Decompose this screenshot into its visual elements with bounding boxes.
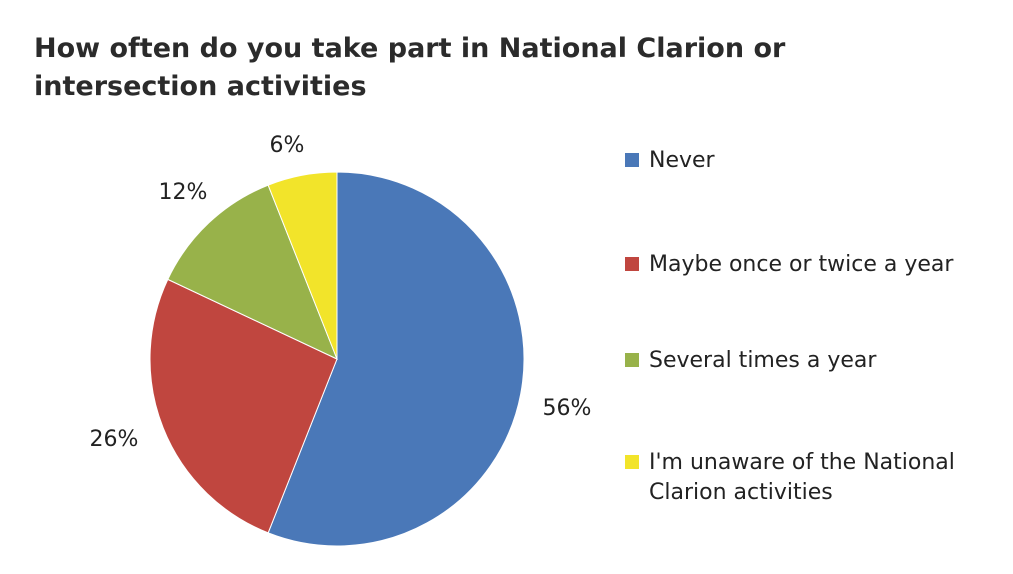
legend-label-once-or-twice: Maybe once or twice a year xyxy=(649,252,954,277)
legend-label-several-times: Several times a year xyxy=(649,348,877,373)
legend-item-never: Never xyxy=(625,146,1005,176)
pie-slice-once-or-twice xyxy=(149,278,338,534)
legend-swatch-never xyxy=(625,153,639,167)
legend-item-unaware: I'm unaware of the National Clarion acti… xyxy=(625,448,1005,508)
legend-label-never: Never xyxy=(649,148,715,173)
legend-swatch-unaware xyxy=(625,455,639,469)
data-label-several-times: 12% xyxy=(159,180,208,205)
pie-slices xyxy=(149,171,525,547)
data-label-never: 56% xyxy=(543,396,592,421)
data-label-unaware: 6% xyxy=(270,133,305,158)
legend-swatch-once-or-twice xyxy=(625,257,639,271)
pie-data-labels: 56% 26% 12% 6% xyxy=(90,133,592,452)
pie-slice-several-times xyxy=(167,184,338,360)
pie-slice-never xyxy=(267,171,525,547)
legend-item-several-times: Several times a year xyxy=(625,346,1005,376)
chart-title: How often do you take part in National C… xyxy=(34,33,786,102)
legend-label-unaware: I'm unaware of the National Clarion acti… xyxy=(649,450,955,505)
legend-item-once-or-twice: Maybe once or twice a year xyxy=(625,250,1005,280)
legend-swatch-several-times xyxy=(625,353,639,367)
data-label-once-or-twice: 26% xyxy=(90,427,139,452)
pie-slice-unaware xyxy=(267,171,338,360)
